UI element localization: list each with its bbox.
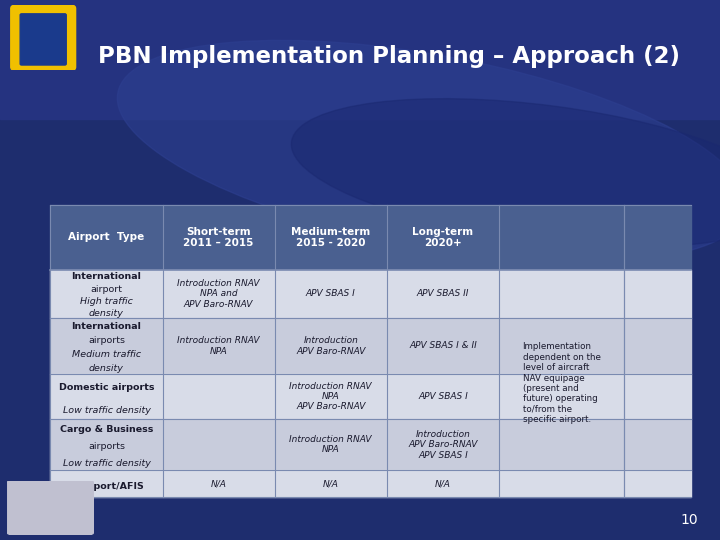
Text: APV SBAS II: APV SBAS II — [417, 289, 469, 299]
Text: airports: airports — [88, 336, 125, 345]
Text: Introduction
APV Baro-RNAV: Introduction APV Baro-RNAV — [296, 336, 366, 355]
Text: N/A: N/A — [435, 479, 451, 488]
FancyBboxPatch shape — [11, 5, 76, 70]
Text: APV SBAS I & II: APV SBAS I & II — [409, 341, 477, 350]
Text: PBN Implementation Planning – Approach (2): PBN Implementation Planning – Approach (… — [98, 45, 680, 68]
Bar — [50, 205, 691, 269]
Text: International: International — [71, 322, 141, 331]
Text: APV SBAS I: APV SBAS I — [306, 289, 356, 299]
Text: Low traffic density: Low traffic density — [63, 406, 150, 415]
Text: N/A: N/A — [211, 479, 227, 488]
Text: International: International — [71, 272, 141, 281]
Bar — [0, 0, 720, 119]
Text: GA/Sport/AFIS: GA/Sport/AFIS — [68, 482, 144, 491]
Ellipse shape — [117, 40, 720, 262]
Bar — [50, 318, 691, 374]
Bar — [50, 269, 691, 318]
FancyBboxPatch shape — [7, 481, 94, 535]
Text: airport: airport — [91, 285, 122, 294]
Text: 10: 10 — [681, 512, 698, 526]
Text: Medium traffic: Medium traffic — [72, 350, 141, 359]
Bar — [50, 470, 691, 497]
Text: Medium-term
2015 - 2020: Medium-term 2015 - 2020 — [291, 227, 370, 248]
FancyBboxPatch shape — [20, 14, 66, 65]
Text: Introduction RNAV
NPA: Introduction RNAV NPA — [289, 435, 372, 455]
Bar — [50, 374, 691, 419]
Text: Cargo & Business: Cargo & Business — [60, 425, 153, 434]
Text: Implementation
dependent on the
level of aircraft
NAV equipage
(present and
futu: Implementation dependent on the level of… — [523, 342, 600, 424]
Text: airports: airports — [88, 442, 125, 451]
Text: Introduction RNAV
NPA
APV Baro-RNAV: Introduction RNAV NPA APV Baro-RNAV — [289, 382, 372, 411]
Ellipse shape — [292, 99, 720, 247]
Text: High traffic: High traffic — [80, 296, 133, 306]
Text: Domestic airports: Domestic airports — [59, 383, 154, 392]
Text: N/A: N/A — [323, 479, 338, 488]
Text: Airport  Type: Airport Type — [68, 232, 145, 242]
Text: Low traffic density: Low traffic density — [63, 459, 150, 468]
Text: density: density — [89, 363, 124, 373]
Text: APV SBAS I: APV SBAS I — [418, 392, 468, 401]
Text: Introduction RNAV
NPA: Introduction RNAV NPA — [177, 336, 260, 355]
Text: density: density — [89, 309, 124, 318]
Text: Long-term
2020+: Long-term 2020+ — [413, 227, 474, 248]
Text: Introduction
APV Baro-RNAV
APV SBAS I: Introduction APV Baro-RNAV APV SBAS I — [408, 430, 477, 460]
Bar — [50, 419, 691, 470]
Text: Short-term
2011 – 2015: Short-term 2011 – 2015 — [184, 227, 253, 248]
Text: Introduction RNAV
NPA and
APV Baro-RNAV: Introduction RNAV NPA and APV Baro-RNAV — [177, 279, 260, 309]
